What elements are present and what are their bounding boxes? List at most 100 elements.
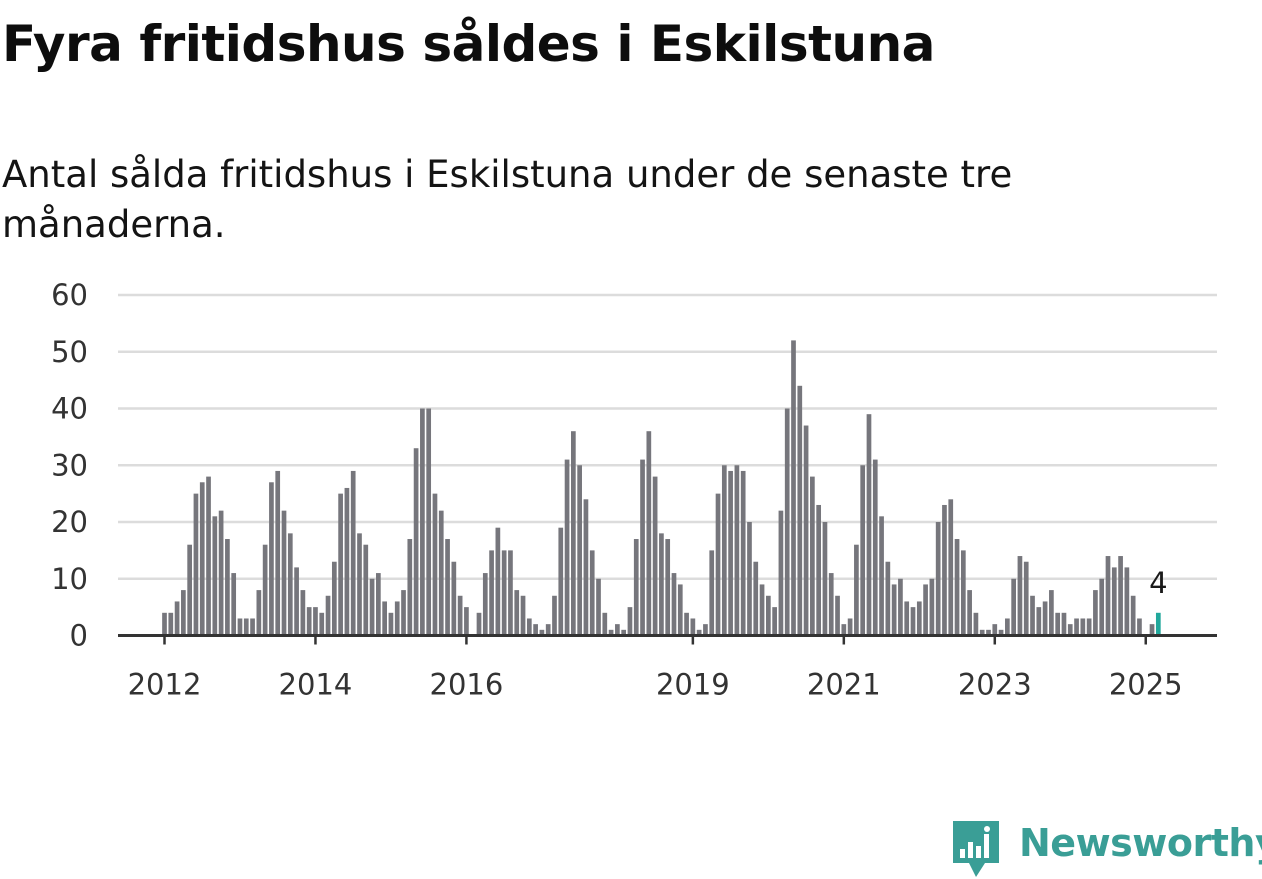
bar — [872, 459, 878, 636]
bar — [671, 573, 677, 636]
bars — [162, 340, 1161, 636]
bar — [294, 567, 299, 636]
bar — [451, 561, 457, 636]
bar — [684, 612, 689, 636]
bar — [306, 607, 312, 636]
bar — [445, 539, 450, 636]
bar — [797, 385, 803, 636]
bar — [904, 601, 910, 636]
bar — [835, 595, 840, 636]
bar — [313, 607, 318, 636]
bar — [633, 539, 639, 636]
bar — [677, 584, 683, 636]
bar — [891, 584, 897, 636]
bar — [438, 510, 444, 636]
value-annotation: 4 — [1149, 566, 1167, 600]
bar — [715, 493, 721, 636]
bar — [577, 465, 582, 636]
bar — [539, 629, 545, 636]
bar — [287, 533, 293, 636]
x-tick-label: 2025 — [1109, 668, 1183, 702]
bar — [281, 510, 287, 636]
bar — [407, 539, 413, 636]
bar — [187, 544, 193, 636]
bar — [1124, 567, 1130, 636]
bar — [501, 550, 507, 636]
bar — [646, 431, 652, 636]
bar — [1049, 590, 1054, 636]
highlight-bar — [1155, 612, 1161, 636]
bar — [1067, 624, 1073, 636]
chart-title: Fyra fritidshus såldes i Eskilstuna — [2, 15, 935, 73]
bar — [703, 624, 708, 636]
bar — [791, 340, 796, 636]
bar — [212, 516, 218, 636]
bar — [1137, 618, 1142, 636]
bar — [457, 595, 463, 636]
bar — [1061, 612, 1067, 636]
bar — [803, 425, 809, 636]
brand-name: Newsworthy — [1019, 821, 1262, 865]
bar — [1080, 618, 1086, 636]
annotations: 4 — [1149, 566, 1167, 600]
bar — [1030, 595, 1035, 636]
x-tick-label: 2021 — [807, 668, 881, 702]
bar — [256, 590, 262, 636]
bar — [482, 573, 488, 636]
bar — [659, 533, 664, 636]
bar — [489, 550, 494, 636]
bar — [784, 408, 790, 636]
bar — [231, 573, 237, 636]
bar — [350, 470, 356, 636]
bar — [816, 504, 822, 636]
bar — [206, 476, 211, 636]
bar — [1105, 556, 1111, 636]
bar — [854, 544, 859, 636]
bar — [960, 550, 966, 636]
bar — [558, 527, 564, 636]
bar — [243, 618, 249, 636]
bar — [942, 504, 947, 636]
bar — [967, 590, 972, 636]
bar — [935, 522, 941, 636]
x-tick-label: 2012 — [128, 668, 202, 702]
bar — [464, 607, 469, 636]
bar — [300, 590, 306, 636]
bar — [929, 578, 935, 636]
bar — [526, 618, 532, 636]
bar — [709, 550, 715, 636]
x-tick-label: 2014 — [279, 668, 353, 702]
bar — [640, 459, 645, 636]
bar — [426, 408, 432, 636]
bar — [583, 499, 589, 636]
bar — [652, 476, 658, 636]
y-axis-ticks: 0 10 20 30 40 50 60 — [51, 278, 88, 653]
y-tick-label: 40 — [51, 392, 88, 426]
bar — [420, 408, 425, 636]
bar — [388, 612, 394, 636]
bar — [275, 470, 281, 636]
bar — [162, 612, 167, 636]
bar — [721, 465, 727, 636]
bar — [608, 629, 614, 636]
bar — [898, 578, 903, 636]
bar — [841, 624, 847, 636]
bar — [225, 539, 230, 636]
bar — [193, 493, 199, 636]
bar — [627, 607, 633, 636]
bar — [747, 522, 752, 636]
bar — [828, 573, 834, 636]
bar — [1023, 561, 1029, 636]
bar — [331, 561, 337, 636]
bar — [910, 607, 916, 636]
bar — [376, 573, 381, 636]
bar — [1093, 590, 1098, 636]
x-axis-ticks: 2012 2014 2016 2019 2021 2023 2025 — [128, 635, 1183, 702]
bar — [885, 561, 891, 636]
bar — [514, 590, 520, 636]
x-tick-label: 2016 — [430, 668, 504, 702]
bar — [338, 493, 343, 636]
bar — [866, 414, 872, 636]
bar — [765, 595, 771, 636]
